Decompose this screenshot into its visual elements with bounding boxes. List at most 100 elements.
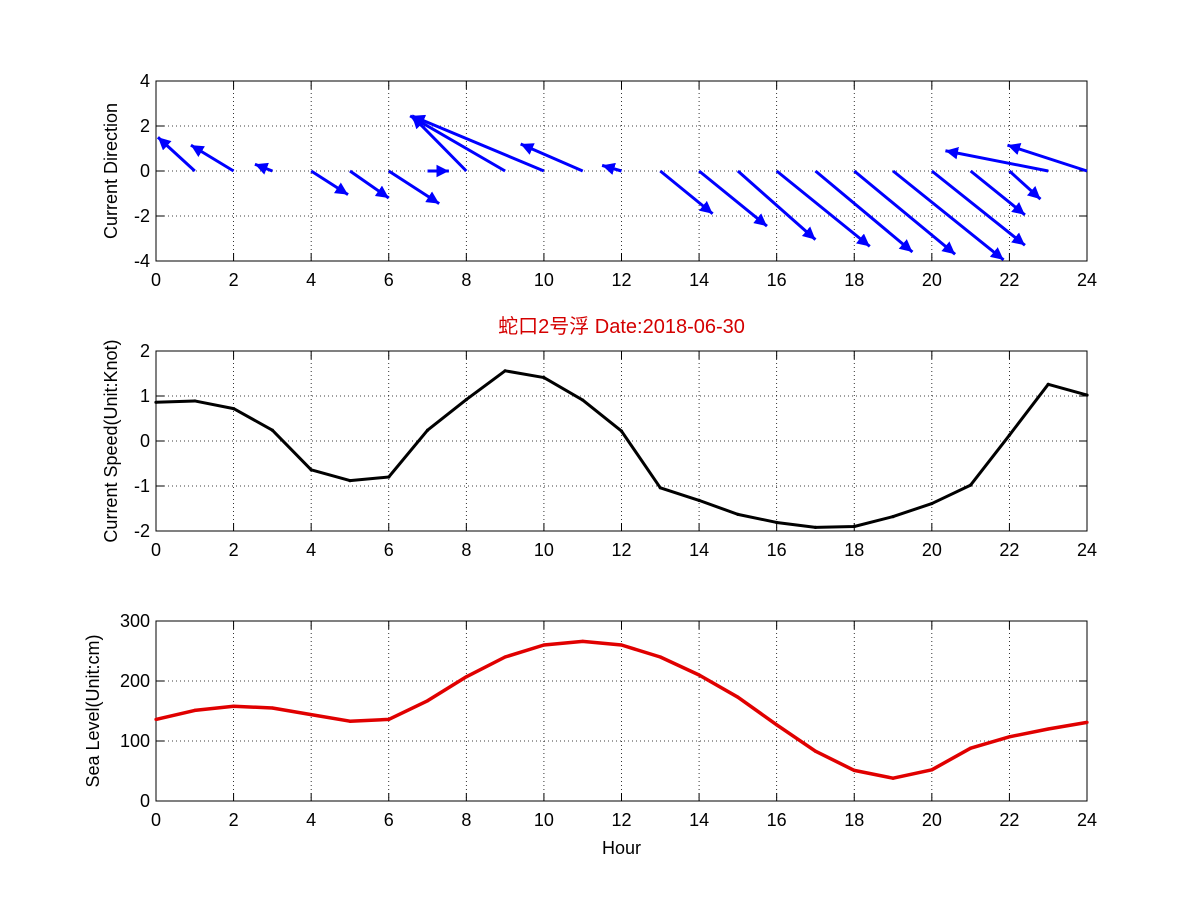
- x-tick-label: 10: [534, 270, 554, 290]
- x-tick-label: 24: [1077, 270, 1097, 290]
- data-point: [891, 776, 895, 780]
- data-point: [1007, 433, 1012, 437]
- data-point: [619, 429, 624, 433]
- data-point: [387, 717, 391, 722]
- current-arrow: [349, 169, 390, 200]
- current-arrow: [814, 169, 914, 254]
- x-tick-label: 2: [229, 540, 239, 560]
- current-arrow: [736, 169, 817, 241]
- y-tick-label: -2: [134, 521, 150, 541]
- x-tick-label: 2: [229, 270, 239, 290]
- x-tick-label: 0: [151, 540, 161, 560]
- data-point: [581, 639, 585, 644]
- x-tick-label: 16: [767, 540, 787, 560]
- x-tick-label: 12: [611, 540, 631, 560]
- current-arrow: [775, 169, 871, 248]
- data-point: [425, 428, 430, 432]
- data-point: [658, 486, 662, 490]
- data-point: [1007, 735, 1012, 739]
- data-point: [542, 375, 546, 380]
- y-tick-label: 200: [120, 671, 150, 691]
- data-point: [930, 501, 934, 506]
- x-tick-label: 22: [999, 540, 1019, 560]
- x-tick-label: 0: [151, 810, 161, 830]
- x-tick-label: 6: [384, 270, 394, 290]
- current-arrow: [892, 169, 1005, 262]
- x-tick-label: 10: [534, 540, 554, 560]
- data-point: [503, 655, 507, 659]
- x-tick-label: 16: [767, 810, 787, 830]
- data-point: [309, 713, 313, 717]
- x-tick-label: 10: [534, 810, 554, 830]
- y-tick-label: 100: [120, 731, 150, 751]
- data-point: [775, 520, 779, 525]
- current-arrow: [698, 169, 768, 228]
- data-point: [852, 768, 856, 773]
- x-tick-label: 24: [1077, 540, 1097, 560]
- current-arrow: [659, 169, 714, 215]
- data-point: [154, 400, 158, 404]
- current-arrow: [1007, 143, 1088, 173]
- current-arrow: [520, 142, 584, 173]
- current-arrow: [930, 169, 1026, 247]
- y-axis-label: Sea Level(Unit:cm): [83, 634, 103, 787]
- data-point: [387, 475, 391, 479]
- y-tick-label: 0: [140, 791, 150, 811]
- x-tick-label: 4: [306, 810, 316, 830]
- data-point: [813, 525, 818, 530]
- x-tick-label: 22: [999, 810, 1019, 830]
- y-tick-label: 2: [140, 341, 150, 361]
- x-tick-label: 22: [999, 270, 1019, 290]
- data-point: [542, 643, 546, 647]
- y-tick-label: 300: [120, 611, 150, 631]
- x-tick-label: 20: [922, 270, 942, 290]
- y-axis-label: Current Speed(Unit:Knot): [101, 339, 121, 542]
- x-tick-label: 6: [384, 810, 394, 830]
- x-tick-label: 8: [461, 270, 471, 290]
- data-point: [193, 399, 197, 403]
- x-tick-label: 20: [922, 810, 942, 830]
- data-point: [697, 498, 701, 502]
- y-tick-label: -1: [134, 476, 150, 496]
- data-point: [425, 699, 430, 703]
- x-tick-label: 16: [767, 270, 787, 290]
- data-point: [1046, 727, 1050, 731]
- y-tick-label: 1: [140, 386, 150, 406]
- x-tick-label: 14: [689, 810, 709, 830]
- data-point: [309, 468, 313, 472]
- y-tick-label: -2: [134, 206, 150, 226]
- x-tick-label: 14: [689, 540, 709, 560]
- y-tick-label: 0: [140, 431, 150, 451]
- data-point: [969, 483, 973, 487]
- y-tick-label: 4: [140, 71, 150, 91]
- x-tick-label: 14: [689, 270, 709, 290]
- data-point: [1046, 382, 1050, 386]
- data-point: [775, 723, 779, 727]
- y-tick-label: 0: [140, 161, 150, 181]
- data-point: [581, 398, 585, 402]
- y-axis-label: Current Direction: [101, 103, 121, 239]
- current-arrow: [387, 169, 440, 205]
- data-point: [348, 479, 352, 483]
- x-tick-label: 12: [611, 810, 631, 830]
- current-arrow: [1008, 169, 1042, 201]
- x-tick-label: 2: [229, 810, 239, 830]
- x-tick-label: 12: [611, 270, 631, 290]
- data-point: [736, 695, 740, 699]
- current-arrow: [969, 169, 1026, 217]
- current-arrow: [601, 162, 622, 175]
- x-tick-label: 20: [922, 540, 942, 560]
- x-tick-label: 18: [844, 540, 864, 560]
- data-point: [270, 428, 274, 432]
- current-arrow: [156, 136, 196, 173]
- x-tick-label: 18: [844, 270, 864, 290]
- data-point: [736, 512, 740, 516]
- current-arrow: [853, 169, 957, 256]
- data-point: [464, 675, 468, 679]
- data-point: [154, 717, 158, 722]
